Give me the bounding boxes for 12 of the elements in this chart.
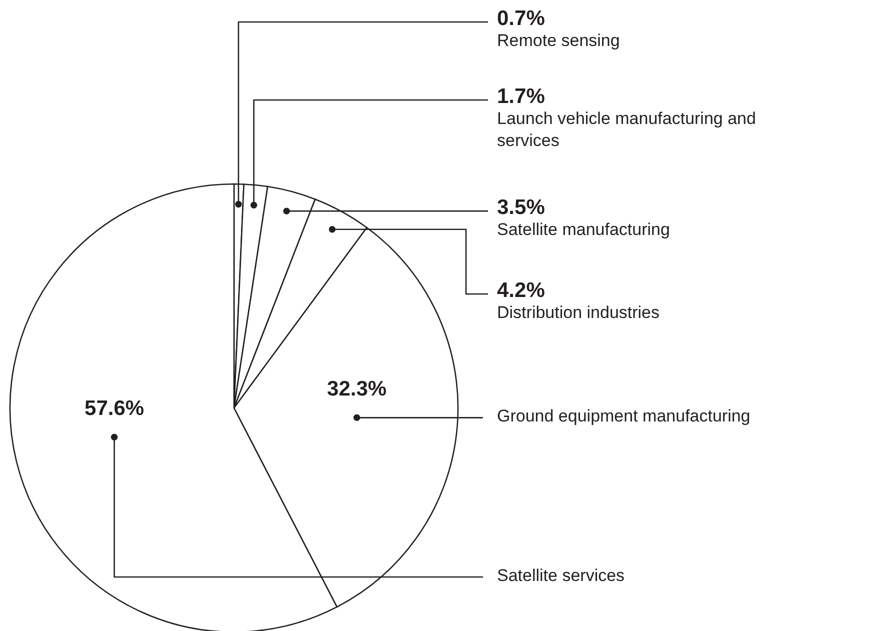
data-label: 3.5% <box>497 196 546 220</box>
data-label: 4.2% <box>497 279 546 302</box>
slice-label: Launch vehicle manufacturing and services <box>497 109 756 150</box>
data-label: 32.3% <box>327 378 387 401</box>
slice-label: Distribution industries <box>497 303 660 322</box>
data-label: 1.7% <box>497 85 546 108</box>
slice-label: Satellite services <box>497 566 625 585</box>
data-label: 0.7% <box>497 7 546 30</box>
slice-label: Ground equipment manufacturing <box>497 406 750 426</box>
data-label: 57.6% <box>84 397 144 420</box>
slice-label: Remote sensing <box>497 31 620 50</box>
slice-label: Satellite manufacturing <box>497 220 670 240</box>
